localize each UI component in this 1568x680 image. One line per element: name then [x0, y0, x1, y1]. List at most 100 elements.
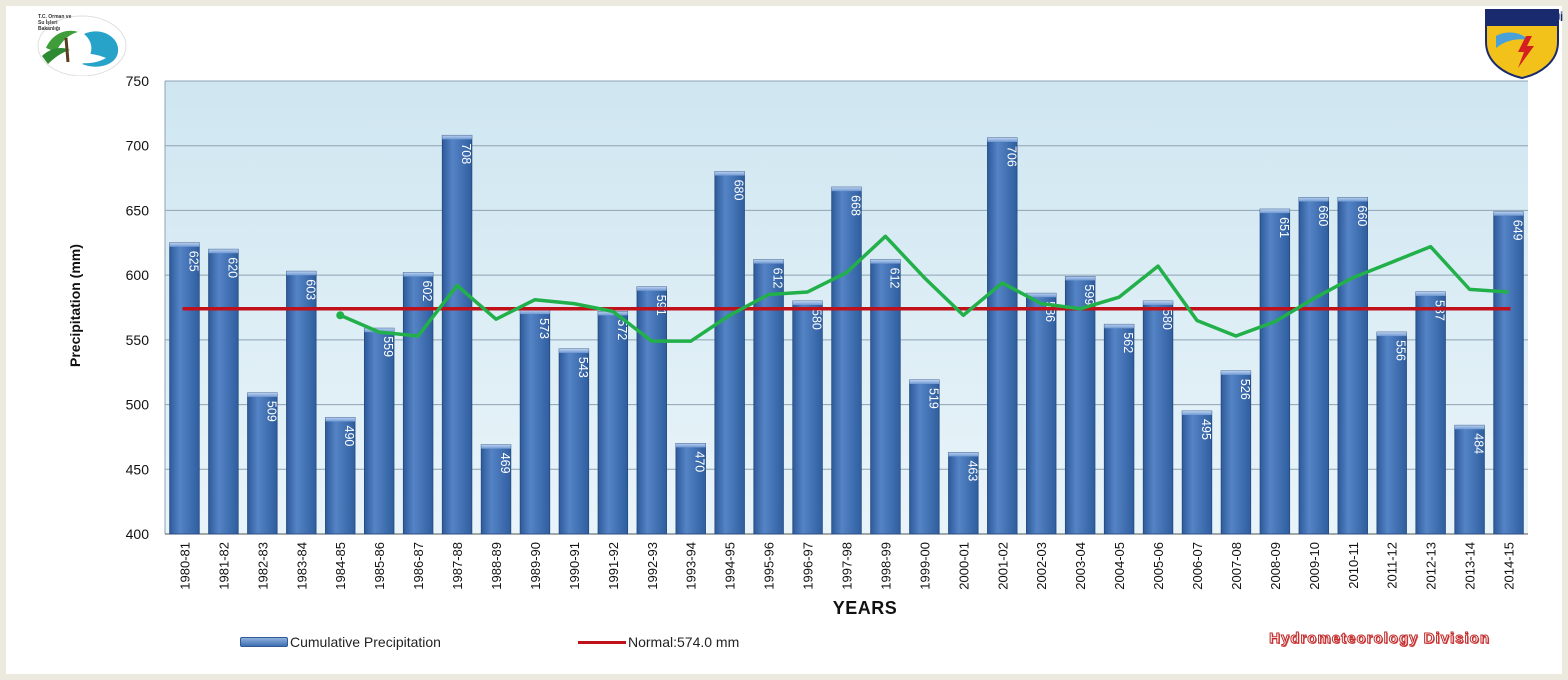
- y-axis-ticks: 400 450 500 550 600 650 700 750: [126, 73, 150, 542]
- bar: [1298, 197, 1330, 535]
- bar: [1181, 410, 1213, 535]
- x-tick-label: 1999-00: [917, 542, 932, 590]
- bar-value-label: 495: [1199, 419, 1213, 440]
- bar-value-label: 706: [1004, 146, 1018, 167]
- y-tick-label: 450: [126, 461, 150, 477]
- legend-normal-label: Normal:574.0 mm: [628, 634, 740, 650]
- x-tick-label: 2001-02: [995, 542, 1010, 590]
- bar: [1220, 370, 1252, 535]
- bar-value-label: 660: [1316, 205, 1330, 226]
- bar-value-label: 612: [771, 268, 785, 289]
- x-tick-label: 1992-93: [645, 542, 660, 590]
- x-tick-label: 2012-13: [1424, 542, 1439, 590]
- bar: [441, 134, 473, 535]
- bar: [753, 259, 784, 535]
- bar: [1415, 291, 1446, 535]
- ministry-logo: T.C. Orman ve Su İşleri Bakanlığı: [22, 8, 130, 77]
- y-tick-label: 600: [126, 267, 150, 283]
- x-tick-label: 2013-14: [1463, 542, 1478, 590]
- moving-average-line: [336, 234, 1509, 343]
- bar: [480, 444, 512, 535]
- x-tick-label: 1996-97: [801, 542, 816, 590]
- x-tick-label: 1980-81: [177, 542, 192, 590]
- bar-series: [169, 134, 1524, 535]
- y-tick-label: 700: [126, 138, 150, 154]
- y-tick-label: 550: [126, 332, 150, 348]
- bar-value-label: 543: [576, 357, 590, 378]
- bar: [519, 309, 551, 535]
- bar-value-label: 620: [225, 257, 239, 278]
- x-tick-label: 1981-82: [216, 542, 231, 590]
- x-tick-label: 1991-92: [606, 542, 621, 590]
- bar-value-label: 599: [1082, 284, 1096, 305]
- bar-value-label: 580: [810, 309, 824, 330]
- x-tick-label: 1987-88: [450, 542, 465, 590]
- bar: [597, 310, 629, 535]
- bar: [714, 171, 745, 535]
- meteoroloji-logo: METEOROLOJİ: [1482, 8, 1563, 80]
- moving-average-path: [339, 234, 1509, 343]
- x-tick-label: 2005-06: [1151, 542, 1166, 590]
- x-tick-label: 2011-12: [1385, 542, 1400, 589]
- bar: [1103, 323, 1135, 535]
- bar: [1064, 276, 1096, 535]
- x-tick-label: 2009-10: [1307, 542, 1322, 590]
- x-tick-label: 2014-15: [1502, 542, 1517, 590]
- bar-value-label: 603: [303, 279, 317, 300]
- bar: [169, 242, 200, 535]
- y-tick-label: 750: [126, 73, 150, 89]
- x-tick-label: 1986-87: [411, 542, 426, 590]
- bar-value-label: 519: [926, 388, 940, 409]
- bar-value-label: 562: [1121, 332, 1135, 353]
- y-tick-label: 500: [126, 397, 150, 413]
- x-tick-label: 1993-94: [684, 542, 699, 590]
- x-tick-label: 2007-08: [1229, 542, 1244, 590]
- y-axis-label: Precipitation (mm): [67, 244, 83, 367]
- bar: [325, 417, 356, 535]
- division-title: Hydrometeorology Division: [1269, 630, 1490, 648]
- x-tick-label: 1994-95: [723, 542, 738, 590]
- bar-data-labels: 625 620 509 603 490 559 602 708 469 573 543 572 591 4…: [186, 143, 1524, 481]
- bar: [1259, 208, 1291, 535]
- bar-value-label: 580: [1160, 309, 1174, 330]
- bar-value-label: 573: [537, 318, 551, 339]
- bar-value-label: 602: [420, 281, 434, 302]
- bar: [675, 442, 706, 535]
- x-tick-label: 2003-04: [1073, 542, 1088, 590]
- ministry-logo-text: T.C. Orman ve Su İşleri Bakanlığı: [38, 14, 72, 32]
- x-tick-label: 1995-96: [762, 542, 777, 590]
- x-tick-label: 1982-83: [255, 542, 270, 590]
- bar: [558, 348, 590, 535]
- x-tick-label: 2004-05: [1112, 542, 1127, 590]
- bar-value-label: 556: [1394, 340, 1408, 361]
- x-tick-label: 2008-09: [1268, 542, 1283, 590]
- x-tick-label: 1985-86: [372, 542, 387, 590]
- legend-bar-swatch: [240, 637, 288, 647]
- bar-value-label: 490: [342, 426, 356, 447]
- bar-value-label: 463: [965, 460, 979, 481]
- bar: [1142, 300, 1174, 535]
- bar: [1493, 211, 1524, 535]
- bar-value-label: 572: [615, 319, 629, 340]
- legend-normal-swatch: [578, 640, 626, 644]
- bar-value-label: 708: [459, 143, 473, 164]
- bar-value-label: 469: [498, 453, 512, 474]
- bar-value-label: 559: [381, 336, 395, 357]
- x-tick-label: 2010-11: [1346, 542, 1361, 589]
- bar-value-label: 526: [1238, 379, 1252, 400]
- bar: [247, 392, 278, 535]
- legend-bar: Cumulative Precipitation: [240, 632, 441, 652]
- bar-value-label: 680: [732, 180, 746, 201]
- x-tick-label: 1989-90: [528, 542, 543, 590]
- legend-bar-label: Cumulative Precipitation: [290, 634, 441, 650]
- bar-value-label: 651: [1277, 217, 1291, 238]
- bar: [636, 286, 667, 535]
- bar: [909, 379, 940, 535]
- bar-value-label: 509: [264, 401, 278, 422]
- bar-value-label: 484: [1472, 433, 1486, 454]
- x-tick-label: 1997-98: [840, 542, 855, 590]
- bar-value-label: 470: [693, 451, 707, 472]
- x-axis-label: YEARS: [832, 598, 898, 618]
- x-tick-label: 2000-01: [956, 542, 971, 590]
